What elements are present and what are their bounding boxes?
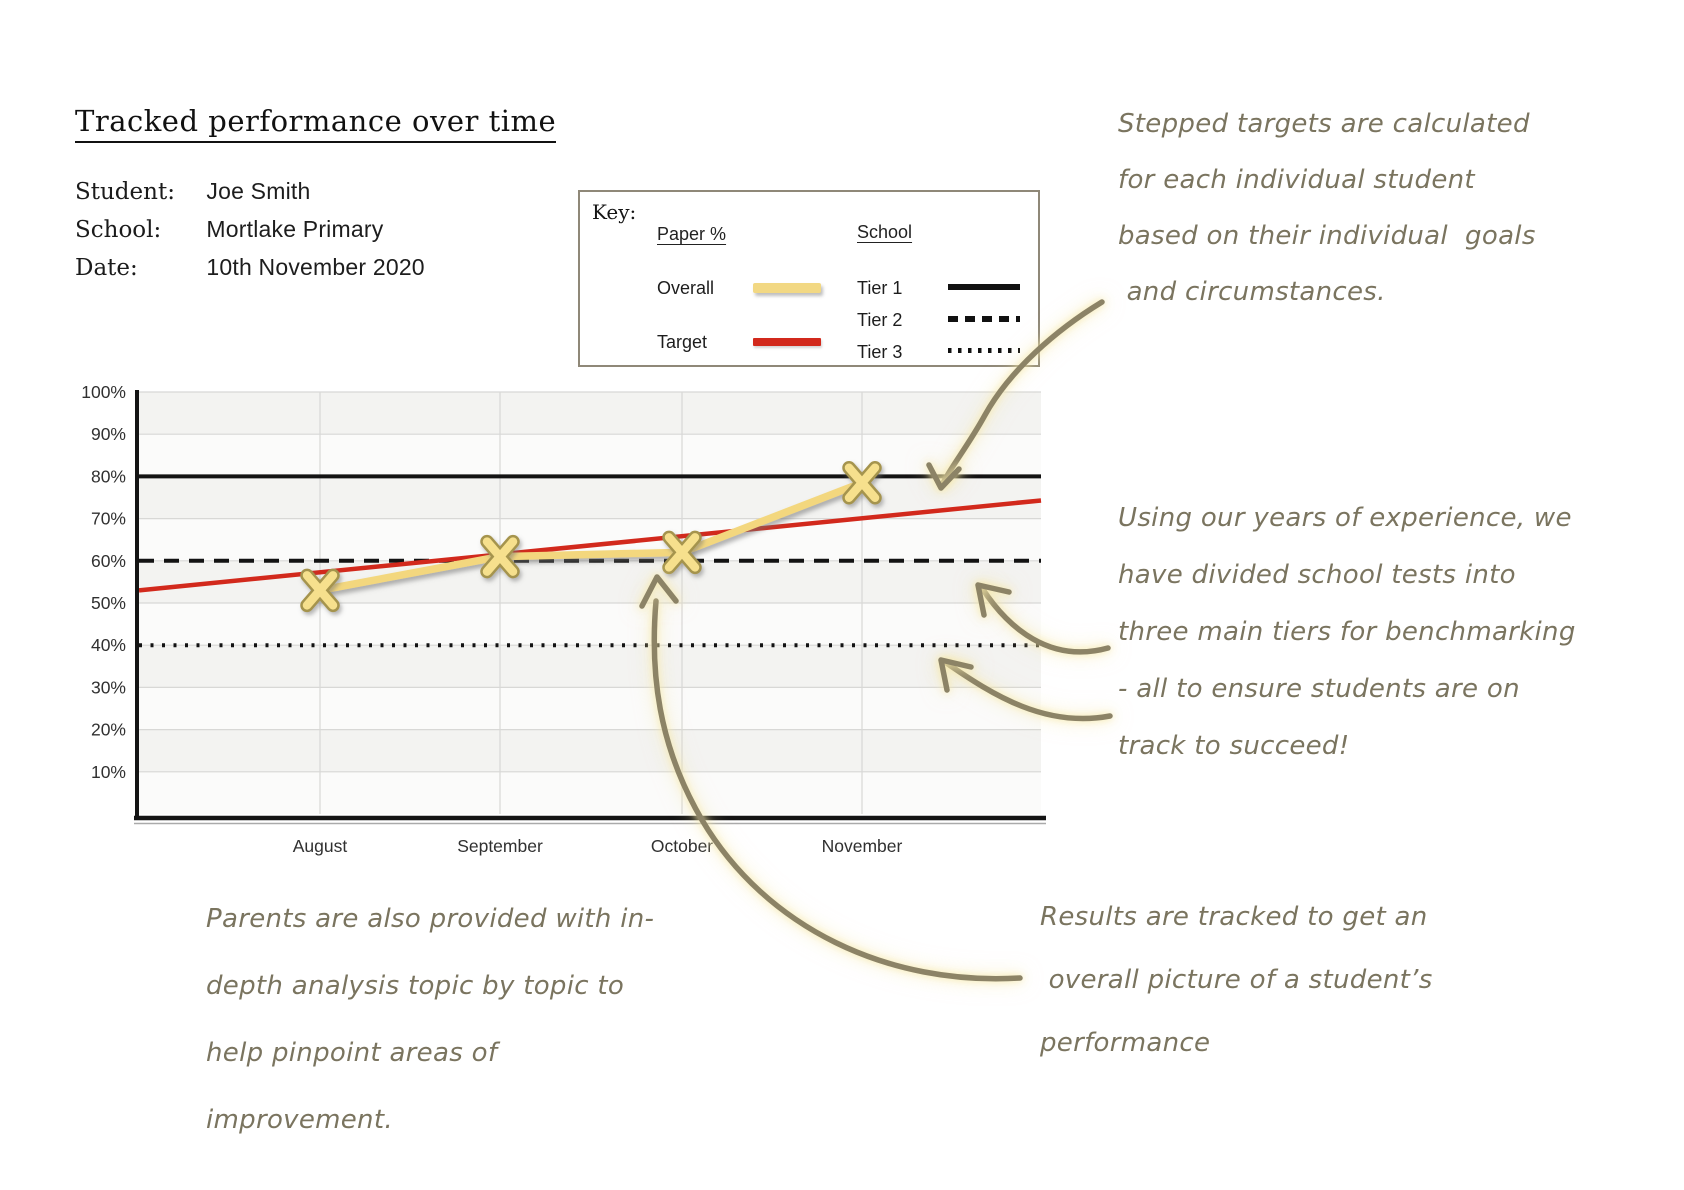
date-label: Date:: [75, 255, 138, 281]
arrow-results-to-point: [639, 574, 1023, 982]
y-axis-label: 40%: [91, 635, 126, 655]
school-label: School:: [75, 217, 162, 243]
plot-band: [139, 687, 1041, 730]
info-row-student: Student: Joe Smith: [75, 172, 425, 210]
tier2-swatch: [948, 316, 1020, 322]
legend-key-box: Key: Paper % School Overall Target Tier …: [578, 190, 1040, 367]
plot-band: [139, 645, 1041, 688]
x-axis-label: November: [822, 836, 903, 856]
key-overall-label: Overall: [657, 278, 715, 298]
key-paper-header: Paper %: [657, 224, 727, 244]
annotation-stepped-targets: Stepped targets are calculated for each …: [1118, 109, 1536, 307]
plot-band: [139, 392, 1041, 435]
overall-series-line: [316, 478, 866, 595]
y-axis-label: 70%: [91, 509, 126, 529]
arrow-head-icon: [639, 574, 679, 609]
x-axis-label: October: [651, 836, 713, 856]
plot-band: [139, 476, 1041, 519]
plot-band: [139, 434, 1041, 477]
date-value: 10th November 2020: [206, 254, 425, 280]
target-swatch: [753, 338, 821, 346]
school-value: Mortlake Primary: [206, 216, 384, 242]
y-axis-label: 60%: [91, 551, 126, 571]
plot-band: [139, 560, 1041, 603]
student-info: Student: Joe Smith School: Mortlake Prim…: [75, 172, 425, 286]
info-row-school: School: Mortlake Primary: [75, 210, 425, 248]
key-title: Key:: [592, 200, 637, 224]
page-title: Tracked performance over time: [75, 104, 557, 143]
annotation-parents-analysis: Parents are also provided with in- depth…: [206, 904, 655, 1135]
plot-band: [139, 603, 1041, 646]
info-row-date: Date: 10th November 2020: [75, 248, 425, 286]
key-tier1-label: Tier 1: [857, 278, 903, 298]
plot-band: [139, 771, 1041, 814]
x-axis-label: September: [457, 836, 543, 856]
student-label: Student:: [75, 179, 175, 205]
plot-band: [139, 729, 1041, 772]
y-axis-label: 100%: [81, 382, 126, 402]
tier3-swatch: [948, 348, 1020, 353]
tier1-swatch: [948, 284, 1020, 290]
arrow-tier3-line: [938, 657, 1113, 722]
x-axis-label: August: [293, 836, 348, 856]
y-axis-label: 50%: [91, 593, 126, 613]
x-marker: [482, 537, 518, 576]
y-axis-label: 20%: [91, 720, 126, 740]
x-marker: [844, 463, 880, 502]
arrow-head-icon: [938, 657, 974, 693]
key-tier3-label: Tier 3: [857, 342, 903, 362]
y-axis-label: 80%: [91, 466, 126, 486]
arrow-tier2-line: [975, 582, 1111, 655]
x-marker: [302, 571, 338, 610]
y-axis-label: 30%: [91, 677, 126, 697]
arrow-stepped-targets: [926, 299, 1105, 491]
y-axis-label: 10%: [91, 762, 126, 782]
key-tier2-label: Tier 2: [857, 310, 903, 330]
student-value: Joe Smith: [206, 178, 311, 204]
arrow-head-icon: [975, 582, 1012, 618]
key-school-header: School: [857, 222, 913, 242]
key-target-label: Target: [657, 332, 708, 352]
annotation-three-tiers: Using our years of experience, we have d…: [1118, 503, 1576, 761]
arrow-head-icon: [926, 462, 962, 491]
target-line: [138, 498, 1042, 593]
overall-swatch: [753, 283, 821, 293]
annotation-results-tracked: Results are tracked to get an overall pi…: [1040, 902, 1433, 1058]
y-axis-label: 90%: [91, 424, 126, 444]
x-marker: [664, 533, 700, 572]
